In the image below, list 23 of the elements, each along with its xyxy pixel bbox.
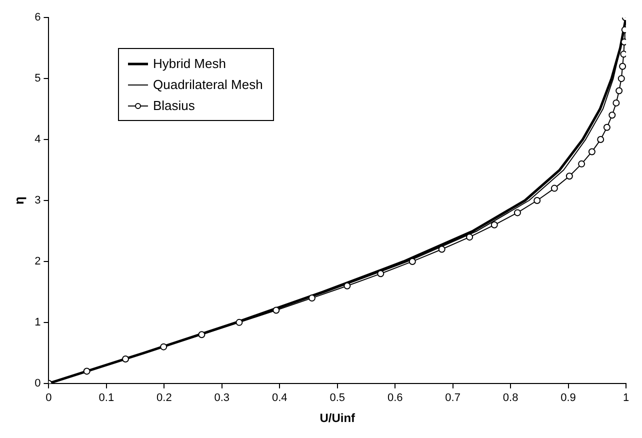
y-tick-label: 3 <box>34 194 41 207</box>
x-axis-title: U/Uinf <box>320 411 356 426</box>
x-tick-label: 0.2 <box>156 392 172 404</box>
y-axis-title: η <box>11 196 26 204</box>
x-tick-label: 0.1 <box>98 392 114 404</box>
y-tick-label: 0 <box>34 377 41 390</box>
y-tick-label: 2 <box>34 256 41 268</box>
x-tick-label: 0.7 <box>445 392 460 404</box>
y-tick-label: 6 <box>34 12 41 24</box>
legend-label: Quadrilateral Mesh <box>153 77 263 92</box>
x-tick-label: 0.9 <box>560 392 576 404</box>
x-tick-label: 0.8 <box>502 392 518 404</box>
x-tick-label: 0.3 <box>214 392 230 404</box>
legend-label: Blasius <box>153 98 195 113</box>
x-tick-label: 0.4 <box>272 392 288 404</box>
x-tick-label: 1 <box>622 392 630 404</box>
x-tick-label: 0 <box>46 392 52 404</box>
y-tick-label: 4 <box>34 134 41 146</box>
legend-label: Hybrid Mesh <box>153 56 226 71</box>
x-tick-label: 0.6 <box>387 392 403 404</box>
x-tick-label: 0.5 <box>330 392 346 404</box>
y-tick-label: 1 <box>34 316 41 328</box>
y-tick-label: 5 <box>34 72 41 85</box>
